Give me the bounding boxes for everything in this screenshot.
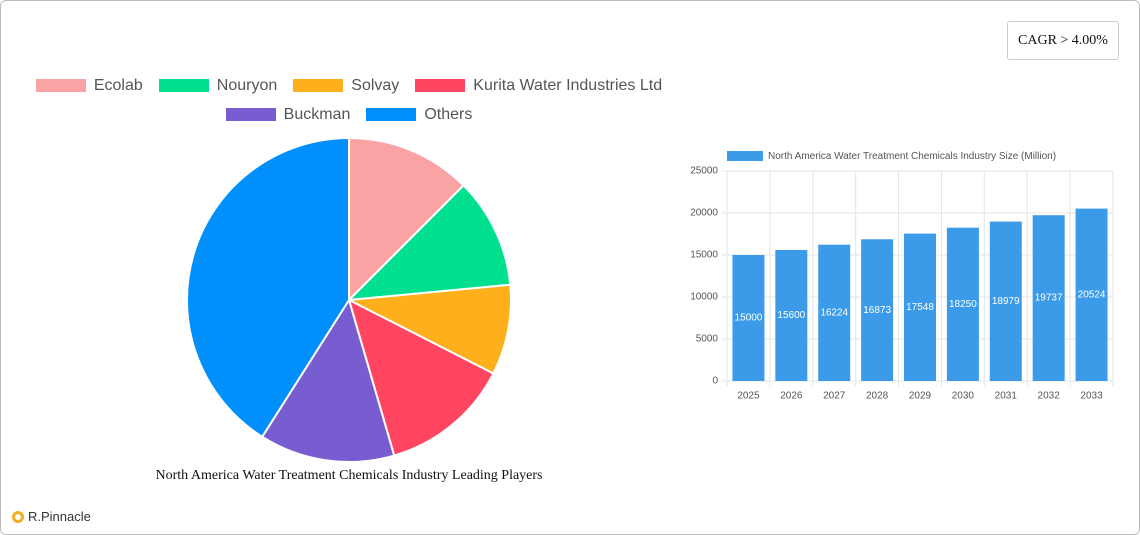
legend-item: Ecolab: [35, 75, 143, 96]
legend-label: Buckman: [283, 105, 351, 123]
legend-item: Others: [366, 104, 472, 125]
x-tick-label: 2025: [737, 391, 760, 402]
value-label: 17548: [906, 302, 934, 313]
pie-slice: [260, 297, 396, 463]
y-tick-label: 10000: [690, 292, 718, 303]
value-label: 18250: [949, 299, 977, 310]
legend-swatch: [35, 79, 86, 92]
brand: R.Pinnacle: [11, 509, 91, 524]
brand-text: R.Pinnacle: [28, 509, 91, 524]
legend-swatch: [366, 108, 417, 121]
legend-swatch: [158, 79, 209, 92]
y-tick-label: 20000: [690, 208, 718, 219]
x-tick-label: 2032: [1038, 391, 1061, 402]
x-tick-label: 2026: [780, 391, 803, 402]
legend-swatch: [727, 151, 763, 161]
legend-swatch: [293, 79, 344, 92]
value-label: 16224: [820, 307, 848, 318]
x-tick-label: 2031: [995, 391, 1018, 402]
legend-item: Buckman: [225, 104, 351, 125]
bar: [904, 233, 936, 381]
y-tick-label: 5000: [696, 334, 719, 345]
y-tick-label: 25000: [690, 166, 718, 177]
bar: [1032, 215, 1065, 381]
legend-label: North America Water Treatment Chemicals …: [768, 151, 1056, 162]
brand-icon: [12, 510, 24, 523]
legend-label: Ecolab: [93, 76, 143, 94]
legend-swatch: [225, 108, 276, 121]
legend-item: Solvay: [293, 75, 399, 96]
value-label: 15000: [735, 313, 763, 324]
pie-legend: Ecolab Nouryon Solvay Kurita Water Industri…: [19, 75, 679, 125]
y-tick-label: 0: [712, 376, 718, 387]
x-tick-label: 2033: [1080, 391, 1103, 402]
legend-label: Others: [424, 105, 473, 123]
x-tick-label: 2027: [823, 391, 846, 402]
bar: [775, 249, 808, 381]
pie-slice: [186, 136, 350, 439]
bar: [946, 227, 979, 381]
bar: [989, 221, 1022, 381]
pie-title: North America Water Treatment Chemicals …: [155, 468, 542, 483]
pie-slice: [348, 136, 465, 303]
value-label: 19737: [1035, 293, 1063, 304]
bar: [861, 239, 894, 381]
bar: [1075, 208, 1108, 381]
x-tick-label: 2029: [909, 391, 932, 402]
pie-slice: [347, 298, 495, 457]
pie-slice: [346, 184, 512, 302]
legend-item: Kurita Water Industries Ltd: [415, 75, 662, 96]
pie-slice: [345, 283, 512, 375]
legend-label: Nouryon: [216, 76, 278, 94]
x-tick-label: 2030: [952, 391, 975, 402]
legend-label: Solvay: [351, 76, 400, 94]
legend-swatch: [415, 79, 466, 92]
value-label: 18979: [992, 296, 1020, 307]
legend-item: Nouryon: [158, 75, 278, 96]
bar: [818, 244, 851, 381]
bar: [732, 255, 765, 381]
value-label: 16873: [863, 305, 891, 316]
x-tick-label: 2028: [866, 391, 889, 402]
y-tick-label: 15000: [690, 250, 718, 261]
value-label: 20524: [1078, 289, 1106, 300]
legend-label: Kurita Water Industries Ltd: [473, 76, 663, 94]
value-label: 15600: [777, 310, 805, 321]
cagr-badge: CAGR > 4.00%: [1007, 21, 1119, 60]
